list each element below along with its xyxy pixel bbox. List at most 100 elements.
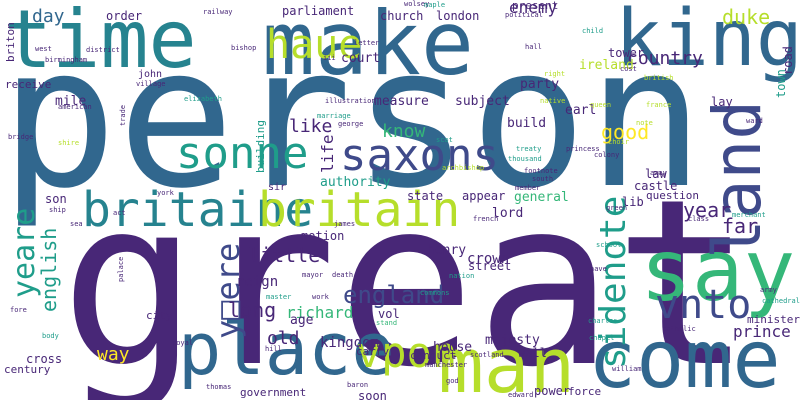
cloud-word: away — [650, 169, 667, 177]
cloud-word: stand — [376, 319, 398, 327]
cloud-word: political — [505, 11, 543, 19]
cloud-word: present — [512, 0, 559, 12]
cloud-word: god — [446, 377, 459, 385]
cloud-word: illustration — [325, 97, 376, 105]
cloud-word: question — [646, 189, 699, 202]
cloud-word: death — [332, 271, 354, 279]
cloud-word: scotland — [470, 351, 504, 359]
cloud-word: birmingham — [45, 56, 88, 64]
cloud-word: ireland — [579, 58, 634, 73]
cloud-word: school — [596, 241, 622, 249]
cloud-word: person — [0, 4, 705, 231]
cloud-word: age — [290, 313, 314, 328]
cloud-word: haue — [266, 22, 363, 68]
cloud-word: cross — [26, 352, 63, 366]
cloud-word: enemy — [509, 0, 558, 17]
cloud-word: great — [60, 151, 753, 400]
cloud-word: time — [4, 0, 197, 86]
cloud-word: crown — [467, 251, 510, 267]
cloud-word: bridge — [8, 133, 34, 141]
cloud-word: carry — [356, 345, 390, 358]
cloud-word: make — [262, 0, 474, 95]
cloud-word: duke — [722, 5, 771, 29]
cloud-word: army — [760, 286, 777, 294]
cloud-word: act — [113, 209, 126, 217]
cloud-word: city — [146, 309, 173, 322]
cloud-word: cost — [620, 65, 637, 73]
cloud-word: vnto — [655, 282, 752, 328]
cloud-word: george — [338, 120, 364, 128]
cloud-word: sir — [268, 182, 287, 193]
cloud-word: place — [178, 307, 395, 391]
cloud-word: lib — [622, 195, 644, 209]
cloud-word: mile — [55, 94, 87, 109]
cloud-word: court — [341, 51, 381, 66]
cloud-word: minister — [747, 313, 800, 326]
cloud-word: york — [157, 189, 174, 197]
cloud-word: railway — [203, 8, 233, 16]
cloud-word: british — [644, 74, 674, 82]
cloud-word: royal — [172, 339, 194, 347]
cloud-word: john — [138, 69, 163, 80]
cloud-word: country — [627, 48, 703, 69]
cloud-word: law — [645, 167, 667, 181]
cloud-word: tower — [608, 46, 645, 60]
cloud-word: scot — [436, 136, 453, 144]
cloud-word: maple — [424, 1, 446, 9]
cloud-word: manchester — [425, 361, 468, 369]
cloud-word: queen — [590, 101, 612, 109]
cloud-word: general — [514, 190, 569, 205]
cloud-word: appear — [462, 189, 506, 203]
cloud-word: lord — [492, 206, 524, 221]
cloud-word: english — [37, 227, 61, 312]
cloud-word: state — [407, 189, 444, 203]
cloud-word: party — [520, 77, 560, 92]
cloud-word: french — [473, 215, 499, 223]
cloud-word: child — [582, 27, 604, 35]
cloud-word: come — [588, 313, 781, 400]
cloud-word: london — [436, 9, 480, 23]
cloud-word: princess — [566, 145, 600, 153]
cloud-word: catholic — [662, 325, 696, 333]
cloud-word: town — [774, 68, 788, 98]
cloud-word: kingdom — [320, 335, 380, 351]
cloud-word: england — [343, 281, 445, 309]
cloud-word: marriage — [317, 112, 351, 120]
cloud-word: vpon — [356, 328, 458, 377]
cloud-word: france — [646, 101, 672, 109]
cloud-word: green — [606, 204, 628, 212]
cloud-word: master — [266, 293, 292, 301]
cloud-word: hall — [525, 43, 542, 51]
cloud-word: receive — [5, 78, 52, 91]
cloud-word: little — [248, 243, 321, 267]
cloud-word: bishop — [231, 44, 257, 52]
cloud-word: elizabeth — [184, 95, 222, 103]
cloud-word: building — [254, 119, 267, 173]
cloud-word: century — [4, 363, 51, 376]
cloud-word: good — [601, 120, 650, 144]
cloud-word: right — [544, 70, 566, 78]
cloud-word: life — [318, 134, 337, 173]
cloud-word: reign — [236, 274, 279, 290]
cloud-word: say — [640, 221, 796, 321]
cloud-word: note — [636, 119, 653, 127]
cloud-word: village — [136, 80, 166, 88]
cloud-word: sea — [70, 220, 83, 228]
cloud-word: sonne — [176, 128, 309, 179]
cloud-word: britain — [258, 182, 461, 238]
cloud-word: wall — [518, 346, 547, 360]
cloud-word: district — [86, 46, 120, 54]
cloud-word: nave — [590, 265, 607, 273]
cloud-word: member — [515, 184, 541, 192]
cloud-word: trade — [119, 104, 127, 126]
cloud-word: chapel — [589, 334, 615, 342]
cloud-word: lay — [711, 95, 733, 109]
cloud-word: castle — [634, 179, 678, 193]
cloud-word: saxons — [340, 130, 499, 181]
cloud-word: baron — [347, 381, 369, 389]
cloud-word: street — [468, 259, 512, 273]
cloud-word: long — [228, 298, 277, 322]
cloud-word: majesty — [485, 333, 540, 348]
cloud-word: cathedral — [762, 297, 800, 305]
